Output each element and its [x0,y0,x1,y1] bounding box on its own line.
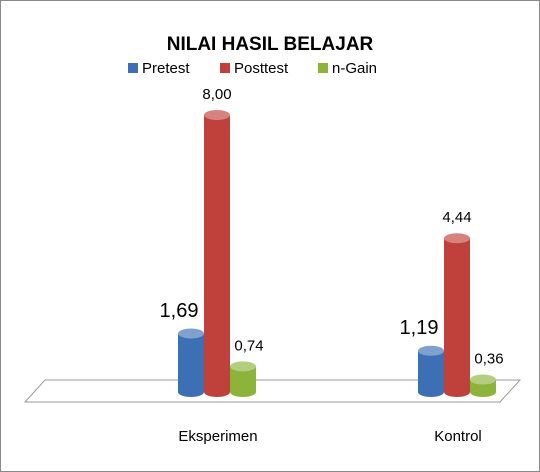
data-label: 0,74 [234,337,263,354]
legend-swatch [220,63,230,73]
floor [23,379,522,403]
bar-top [470,374,496,385]
bar-top [444,233,470,244]
bar [204,115,230,392]
legend-label: n-Gain [332,60,377,77]
chart-title: NILAI HASIL BELAJAR [167,34,374,55]
data-label: 0,36 [474,351,503,368]
legend-swatch [318,63,328,73]
x-tick-label: Kontrol [434,428,482,445]
legend-label: Posttest [234,60,289,77]
bar-top [204,110,230,120]
bar [418,350,444,392]
data-label: 1,69 [160,300,199,322]
data-label: 8,00 [202,86,231,103]
x-tick-label: Eksperimen [178,428,257,445]
bar-top [418,345,444,356]
bar-top [178,328,204,339]
bar-top [230,361,256,372]
data-label: 1,19 [400,317,439,339]
bar [444,238,470,392]
legend-swatch [128,63,138,73]
data-label: 4,44 [442,209,471,226]
legend-label: Pretest [142,60,190,77]
bar [178,333,204,392]
